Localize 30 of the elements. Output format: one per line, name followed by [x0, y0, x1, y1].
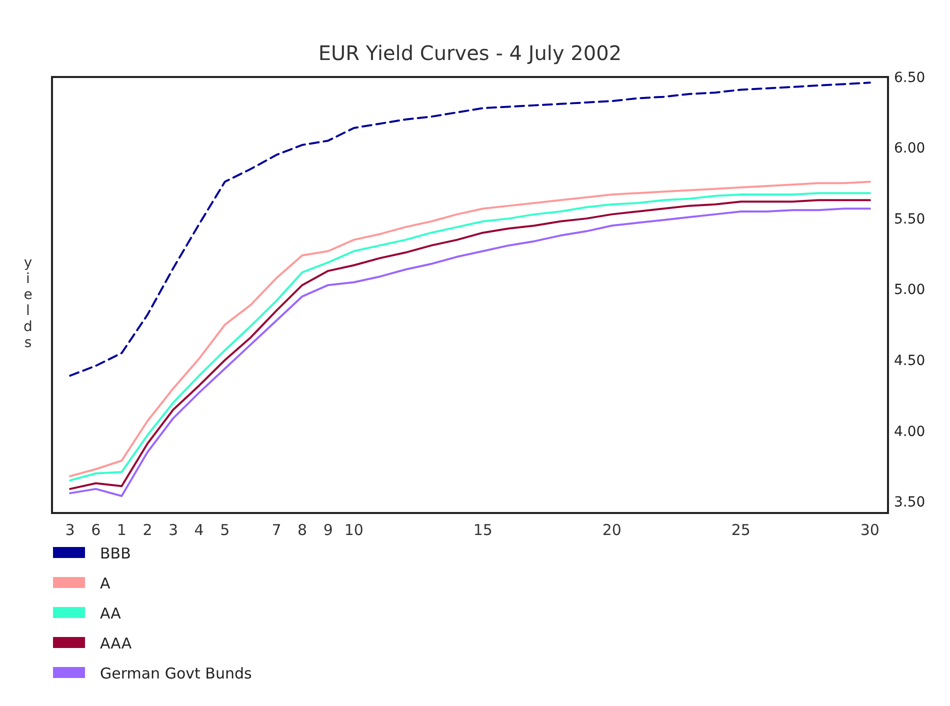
x-tick-label: 3	[65, 521, 75, 539]
legend-label: A	[100, 574, 111, 592]
y-tick-label: 6.00	[894, 140, 926, 157]
x-tick-label: 6	[91, 521, 101, 539]
y-tick-label: 3.50	[894, 494, 926, 511]
y-tick-label: 5.50	[894, 211, 926, 228]
x-tick-label: 2	[142, 521, 152, 539]
x-tick-label: 9	[323, 521, 333, 539]
x-tick-label: 10	[344, 521, 364, 539]
y-axis-title: yields	[20, 255, 36, 351]
line-series	[69, 82, 871, 377]
legend-label: AA	[100, 604, 122, 622]
x-tick-label: 3	[168, 521, 178, 539]
x-tick-label: 25	[731, 521, 750, 539]
x-tick-label: 8	[298, 521, 308, 539]
y-tick-label: 4.50	[894, 353, 926, 370]
legend-label: AAA	[100, 634, 132, 652]
chart-title: EUR Yield Curves - 4 July 2002	[318, 41, 622, 65]
y-tick-label: 6.50	[894, 70, 926, 86]
x-tick-label: 1	[116, 521, 126, 539]
x-tick-label: 5	[220, 521, 230, 539]
x-tick-label: 7	[272, 521, 282, 539]
x-tick-label: 30	[860, 521, 880, 539]
x-tick-label: 4	[194, 521, 204, 539]
x-tick-label: 15	[473, 521, 492, 539]
legend-label: BBB	[100, 544, 131, 562]
legend-label: German Govt Bunds	[100, 664, 252, 682]
y-tick-label: 4.00	[894, 424, 926, 440]
y-tick-label: 5.00	[894, 282, 926, 298]
x-tick-label: 20	[602, 521, 622, 539]
